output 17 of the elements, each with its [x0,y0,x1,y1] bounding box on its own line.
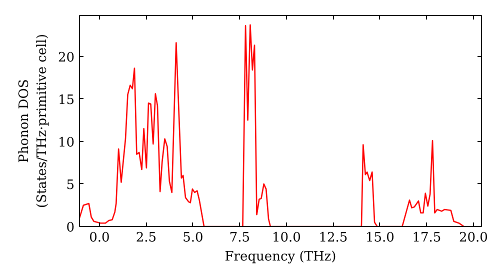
x-tick-label: 15.0 [366,230,394,246]
line-series [80,24,465,226]
x-tick-label: 10.0 [272,230,301,246]
y-axis-title: Phonon DOS (States/THz·primitive cell) [16,34,50,208]
y-tick-label: 20 [58,50,75,66]
x-tick-label: 0.0 [89,230,110,246]
y-tick-label: 10 [58,135,75,150]
x-tick-label: 7.5 [229,230,250,246]
y-tick-label: 0 [66,220,75,236]
y-tick-label: 5 [66,178,75,193]
x-tick-label: 12.5 [318,230,348,246]
x-axis-title: Frequency (THz) [224,250,336,264]
x-tick-label: 17.5 [412,230,442,246]
x-tick-label: 5.0 [182,230,204,246]
x-tick-label: 20.0 [458,230,488,246]
x-tick-label: 2.5 [136,230,157,246]
y-tick-label: 15 [58,92,75,108]
